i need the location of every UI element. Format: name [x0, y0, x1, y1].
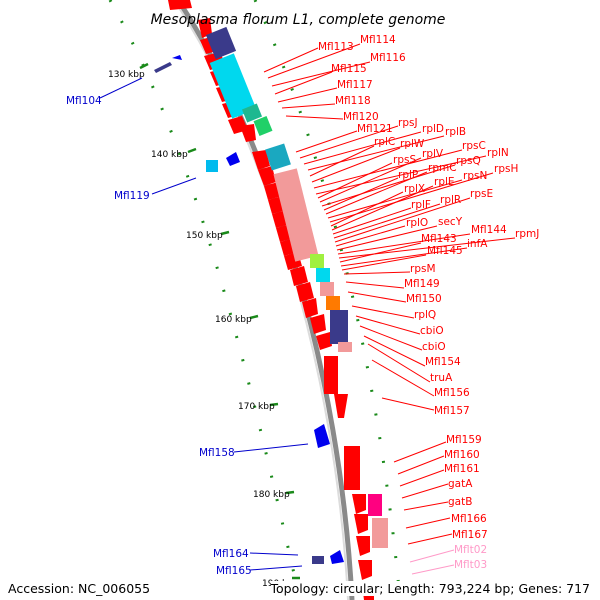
- gene-label: Mfl150: [406, 293, 442, 305]
- gene-label: Mfl116: [370, 52, 406, 64]
- gene-label: truA: [430, 372, 453, 384]
- gene-label: Mfl113: [318, 41, 354, 53]
- gene-label: Mfl159: [446, 434, 482, 446]
- gene-label: rplX: [404, 183, 425, 195]
- gene-label: Mfl164: [213, 548, 249, 560]
- map-title: Mesoplasma florum L1, complete genome: [151, 12, 446, 28]
- gene-label: rplF: [411, 199, 431, 211]
- gene-label: cbiO: [420, 325, 444, 337]
- tick-label: 150 kbp: [186, 231, 223, 241]
- genome-backbone-highlight: [173, 0, 349, 600]
- gene-label: rpsM: [410, 263, 436, 275]
- gene-label: infA: [467, 238, 488, 250]
- gene-label: rpsQ: [456, 155, 481, 167]
- gene-label: rpsE: [470, 188, 493, 200]
- tick-label: 130 kbp: [108, 70, 145, 80]
- gene-label: Mfl114: [360, 34, 396, 46]
- topology-text: Topology: circular; Length: 793,224 bp; …: [270, 581, 590, 596]
- gene-label: Mfl160: [444, 449, 480, 461]
- gene-label: Mfl166: [451, 513, 487, 525]
- gene-label: rpsN: [463, 170, 487, 182]
- gene-label: rpmC: [428, 162, 457, 174]
- gene-label: rplR: [440, 194, 461, 206]
- gene-label: rplC: [374, 136, 395, 148]
- gene-label: Mfl143: [421, 233, 457, 245]
- rna-labels: Mflt02 Mflt03: [454, 544, 487, 571]
- gene-label: Mfl115: [331, 63, 367, 75]
- gene-label: cbiO: [422, 341, 446, 353]
- gene-label: Mfl167: [452, 529, 488, 541]
- rna-leader-lines: [409, 549, 455, 575]
- gene-label: rpsS: [393, 154, 416, 166]
- gene-label: rplV: [422, 148, 444, 160]
- gene-label: rplQ: [414, 309, 436, 321]
- gene-label: rpsJ: [398, 117, 418, 129]
- gene-label: gatA: [448, 478, 473, 490]
- gene-label: rplP: [398, 169, 418, 181]
- gene-label: Mflt03: [454, 559, 487, 571]
- tick-label: 160 kbp: [215, 315, 252, 325]
- gene-label: Mfl121: [357, 123, 393, 135]
- gene-label: Mfl156: [434, 387, 470, 399]
- gene-label: rplO: [406, 217, 428, 229]
- gene-label: rplE: [434, 176, 455, 188]
- gene-label: gatB: [448, 496, 472, 508]
- gene-label: Mfl117: [337, 79, 373, 91]
- genome-backbone: [175, 0, 355, 600]
- gene-label: rplN: [487, 147, 509, 159]
- gene-label: Mfl161: [444, 463, 480, 475]
- gene-label: Mfl165: [216, 565, 252, 577]
- gene-label: rpsC: [462, 140, 486, 152]
- gene-label: Mfl158: [199, 447, 235, 459]
- gene-label: rplW: [400, 138, 425, 150]
- gene-label: Mfl119: [114, 190, 150, 202]
- tick-labels: 130 kbp 140 kbp 150 kbp 160 kbp 170 kbp …: [108, 70, 290, 589]
- tick-label: 170 kbp: [238, 402, 275, 412]
- gene-label: rplD: [422, 123, 444, 135]
- outer-band: [205, 26, 388, 548]
- gene-label: Mfl145: [427, 245, 463, 257]
- gene-label: Mfl118: [335, 95, 371, 107]
- gene-label: Mfl149: [404, 278, 440, 290]
- gene-label: Mfl144: [471, 224, 507, 236]
- inner-dotted-circle: [108, 0, 302, 600]
- reverse-leader-lines: [99, 77, 309, 571]
- forward-labels: Mfl113 Mfl114 Mfl116 Mfl115 Mfl117 Mfl11…: [318, 34, 539, 541]
- gene-label: Mfl120: [343, 111, 379, 123]
- reverse-features: [154, 55, 344, 564]
- forward-leader-lines: [263, 43, 516, 545]
- gene-label: Mfl154: [425, 356, 461, 368]
- tick-marks: [139, 62, 300, 580]
- tick-label: 140 kbp: [151, 150, 188, 160]
- reverse-labels: Mfl104 Mfl119 Mfl158 Mfl164 Mfl165: [66, 95, 252, 577]
- tick-label: 180 kbp: [253, 490, 290, 500]
- gene-label: secY: [438, 216, 463, 228]
- accession-text: Accession: NC_006055: [8, 581, 151, 596]
- gene-label: Mfl157: [434, 405, 470, 417]
- gene-label: Mflt02: [454, 544, 487, 556]
- gene-label: rplB: [445, 126, 466, 138]
- gene-label: rpsH: [494, 163, 518, 175]
- gene-label: rpmJ: [515, 228, 539, 240]
- gene-label: Mfl104: [66, 95, 102, 107]
